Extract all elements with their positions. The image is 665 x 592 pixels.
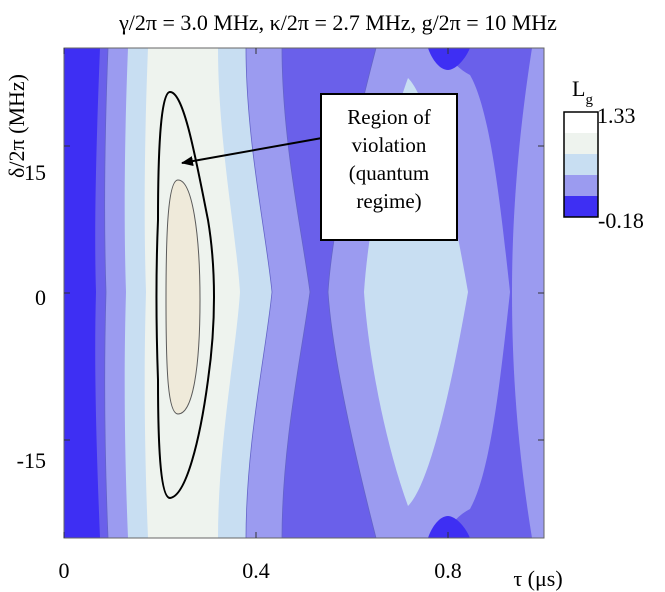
colorbar-max-label: 1.33 xyxy=(597,103,636,128)
contour-peak-region xyxy=(165,179,201,415)
x-tick-label: 0 xyxy=(59,558,70,583)
contour-notch-bottom xyxy=(428,516,470,538)
contour-line-2 xyxy=(281,48,311,538)
axis-ticks xyxy=(63,48,544,538)
contour-line-1 xyxy=(104,48,109,538)
x-axis-label: τ (μs) xyxy=(513,566,562,591)
y-tick-label: 15 xyxy=(24,160,46,185)
contour-notch-top xyxy=(428,48,470,70)
contour-plot xyxy=(64,48,544,538)
colorbar-min-label: -0.18 xyxy=(598,208,644,233)
colorbar: Lg 1.33 -0.18 xyxy=(563,76,644,233)
x-tick-label: 0.4 xyxy=(242,558,270,583)
colorbar-frame xyxy=(563,111,599,218)
contour-line-3 xyxy=(245,48,273,538)
annotation-text: Region of violation (quantum regime) xyxy=(347,105,431,213)
annotation-arrow xyxy=(181,137,323,166)
x-tick-label: 0.8 xyxy=(434,558,462,583)
colorbar-level xyxy=(564,175,598,196)
annotation-callout: Region of violation (quantum regime) xyxy=(320,93,458,241)
contour-band-left-edge xyxy=(64,48,100,538)
colorbar-level xyxy=(564,196,598,217)
chart-title: γ/2π = 3.0 MHz, κ/2π = 2.7 MHz, g/2π = 1… xyxy=(118,10,557,35)
colorbar-level xyxy=(564,154,598,175)
colorbar-level xyxy=(564,133,598,154)
y-axis-label: δ/2π (MHz) xyxy=(4,74,29,178)
y-tick-label: -15 xyxy=(17,448,46,473)
y-tick-label: 0 xyxy=(35,285,46,310)
colorbar-label: Lg xyxy=(572,76,593,108)
colorbar-level xyxy=(564,112,598,133)
violation-boundary-contour xyxy=(155,90,215,500)
contour-band-far-right xyxy=(512,48,544,538)
